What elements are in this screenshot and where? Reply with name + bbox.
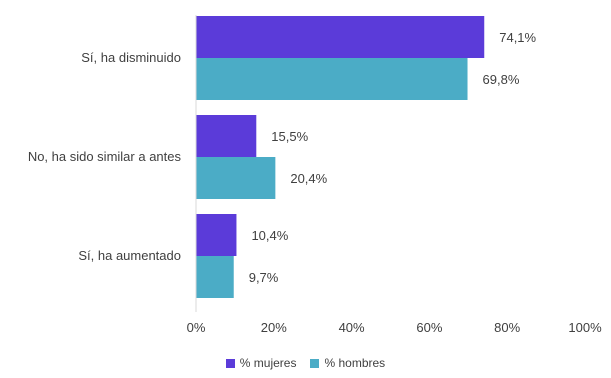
bar-mujeres-no-ha-sido-similar-a-antes xyxy=(196,115,257,157)
data-label-mujeres-si-ha-disminuido: 74,1% xyxy=(499,30,536,45)
category-label-no-ha-sido-similar-a-antes: No, ha sido similar a antes xyxy=(28,149,182,164)
data-label-mujeres-si-ha-aumentado: 10,4% xyxy=(251,228,288,243)
bars-group xyxy=(196,16,485,298)
legend-item-hombres: % hombres xyxy=(310,356,385,370)
category-label-si-ha-disminuido: Sí, ha disminuido xyxy=(81,50,181,65)
data-label-mujeres-no-ha-sido-similar-a-antes: 15,5% xyxy=(271,129,308,144)
x-tick-label-1: 20% xyxy=(261,320,287,335)
category-label-si-ha-aumentado: Sí, ha aumentado xyxy=(78,248,181,263)
bar-hombres-no-ha-sido-similar-a-antes xyxy=(196,157,276,199)
legend-swatch-hombres xyxy=(310,358,320,368)
legend-label-mujeres: % mujeres xyxy=(239,356,297,370)
x-tick-label-0: 0% xyxy=(187,320,206,335)
x-tick-label-4: 80% xyxy=(494,320,520,335)
data-label-hombres-si-ha-disminuido: 69,8% xyxy=(483,72,520,87)
bar-mujeres-si-ha-disminuido xyxy=(196,16,485,58)
legend-label-hombres: % hombres xyxy=(324,356,386,370)
legend-item-mujeres: % mujeres xyxy=(225,356,297,370)
legend: % mujeres % hombres xyxy=(0,356,611,370)
data-label-hombres-no-ha-sido-similar-a-antes: 20,4% xyxy=(290,171,327,186)
x-tick-label-5: 100% xyxy=(568,320,602,335)
bar-hombres-si-ha-aumentado xyxy=(196,256,234,298)
legend-swatch-mujeres xyxy=(225,358,235,368)
labels-group: Sí, ha disminuido 74,1% 69,8% No, ha sido s… xyxy=(28,30,602,335)
x-tick-label-3: 60% xyxy=(416,320,442,335)
x-tick-label-2: 40% xyxy=(339,320,365,335)
bar-hombres-si-ha-disminuido xyxy=(196,58,468,100)
bar-mujeres-si-ha-aumentado xyxy=(196,214,237,256)
data-label-hombres-si-ha-aumentado: 9,7% xyxy=(249,270,279,285)
